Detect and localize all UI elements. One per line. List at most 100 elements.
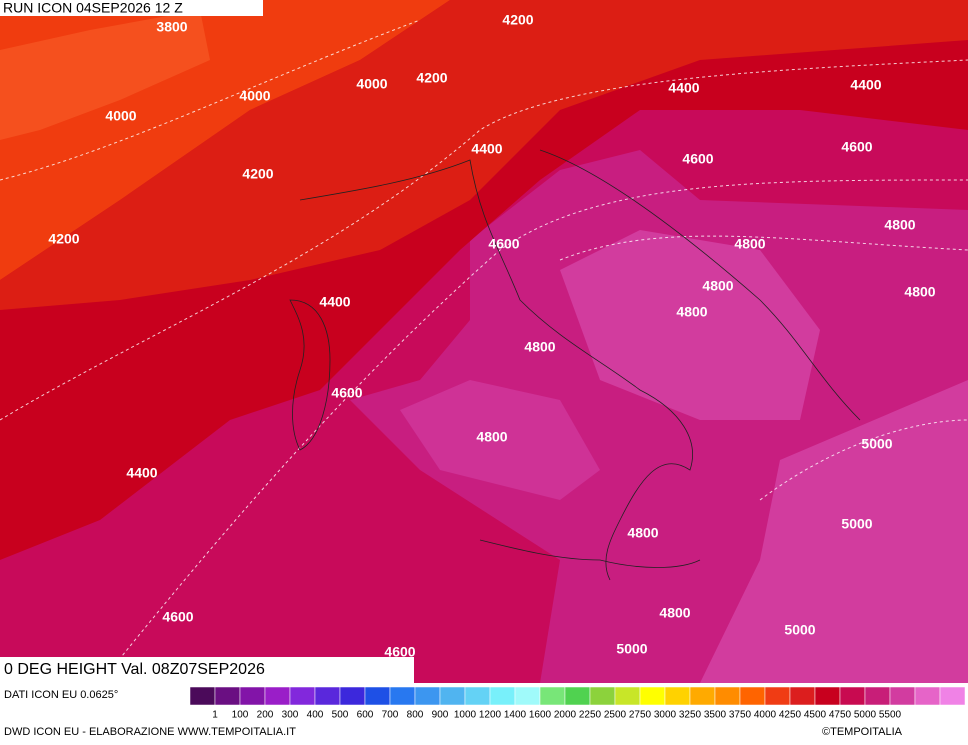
colorbar-label: 1400 (504, 710, 527, 721)
colorbar-label: 2500 (604, 710, 627, 721)
footer-left: DWD ICON EU - ELABORAZIONE WWW.TEMPOITAL… (4, 726, 296, 738)
contour-label: 4600 (682, 151, 713, 167)
contour-label: 4200 (416, 70, 447, 86)
contour-label: 4200 (502, 12, 533, 28)
region-light-magenta (400, 380, 600, 500)
colorbar-label: 2750 (629, 710, 652, 721)
colorbar-swatch (639, 686, 666, 706)
contour-label: 4800 (524, 339, 555, 355)
contour-label: 4800 (904, 284, 935, 300)
valid-label: 0 DEG HEIGHT Val. 08Z07SEP2026 (4, 661, 265, 678)
colorbar-label: 1 (212, 710, 218, 721)
colorbar-swatch (914, 686, 941, 706)
footer-right: ©TEMPOITALIA (822, 726, 903, 738)
colorbar-swatch (814, 686, 841, 706)
colorbar-swatch (514, 686, 541, 706)
colorbar-label: 900 (432, 710, 449, 721)
contour-label: 4400 (471, 141, 502, 157)
contour-label: 4400 (319, 294, 350, 310)
colorbar-label: 3000 (654, 710, 677, 721)
colorbar-label: 4750 (829, 710, 852, 721)
colorbar-label: 2000 (554, 710, 577, 721)
colorbar-swatch (189, 686, 216, 706)
colorbar-swatch (839, 686, 866, 706)
colorbar-swatch (864, 686, 891, 706)
region-light-magenta (700, 380, 968, 683)
contour-lines (0, 19, 968, 684)
colorbar-swatch (939, 686, 966, 706)
colorbar-swatch (289, 686, 316, 706)
colorbar-label: 1000 (454, 710, 477, 721)
colorbar-label: 100 (232, 710, 249, 721)
coastlines (289, 149, 861, 581)
colorbar-label: 1600 (529, 710, 552, 721)
colorbar-swatch (664, 686, 691, 706)
contour-label: 4000 (356, 76, 387, 92)
contour-label: 5000 (616, 641, 647, 657)
contour-label: 4600 (841, 139, 872, 155)
contour-label: 4800 (676, 304, 707, 320)
colorbar-swatch (539, 686, 566, 706)
colorbar-swatch (764, 686, 791, 706)
colorbar-label: 4500 (804, 710, 827, 721)
colorbar-swatch (364, 686, 391, 706)
colorbar-label: 5500 (879, 710, 902, 721)
contour-label: 4000 (239, 88, 270, 104)
region-red (0, 0, 968, 310)
colorbar-label: 700 (382, 710, 399, 721)
contour-label: 4000 (105, 108, 136, 124)
colorbar-swatch (489, 686, 516, 706)
colorbar-label: 300 (282, 710, 299, 721)
colorbar-swatch (239, 686, 266, 706)
colorbar-swatch (689, 686, 716, 706)
contour-label: 3800 (156, 19, 187, 35)
colorbar-swatch (339, 686, 366, 706)
colorbar-swatch (789, 686, 816, 706)
contour-label: 4200 (242, 166, 273, 182)
run-box (0, 0, 263, 16)
contour-label: 4400 (850, 77, 881, 93)
contour-label: 5000 (841, 516, 872, 532)
contour-label: 4800 (884, 217, 915, 233)
contour-label: 4800 (476, 429, 507, 445)
colorbar-swatch (414, 686, 441, 706)
contour-label: 4800 (659, 605, 690, 621)
run-label: RUN ICON 04SEP2026 12 Z (3, 0, 183, 16)
colorbar-label: 600 (357, 710, 374, 721)
colorbar-swatch (889, 686, 916, 706)
contour-label: 4800 (702, 278, 733, 294)
colorbar-label: 200 (257, 710, 274, 721)
contour-label: 4800 (734, 236, 765, 252)
region-light-magenta (560, 230, 820, 420)
colorbar-label: 3500 (704, 710, 727, 721)
colorbar-swatch (389, 686, 416, 706)
colorbar-label: 5000 (854, 710, 877, 721)
colorbar-swatch (264, 686, 291, 706)
contour-label: 5000 (861, 436, 892, 452)
colorbar-label: 4000 (754, 710, 777, 721)
colorbar-label: 3750 (729, 710, 752, 721)
colorbar-swatch (739, 686, 766, 706)
colorbar-swatch (214, 686, 241, 706)
valid-box (0, 657, 414, 683)
contour-label: 4200 (48, 231, 79, 247)
contour-label: 4400 (126, 465, 157, 481)
contour-label: 4800 (627, 525, 658, 541)
colorbar-swatch (614, 686, 641, 706)
contour-label: 4600 (488, 236, 519, 252)
source-label: DATI ICON EU 0.0625° (4, 689, 118, 701)
contour-label: 4600 (162, 609, 193, 625)
colorbar-label: 2250 (579, 710, 602, 721)
colorbar-swatch (314, 686, 341, 706)
colorbar-label: 500 (332, 710, 349, 721)
contour-label: 4600 (384, 644, 415, 660)
contour-label: 4400 (668, 80, 699, 96)
colorbar-swatch (464, 686, 491, 706)
colorbar-swatch (564, 686, 591, 706)
colorbar-label: 4250 (779, 710, 802, 721)
contour-label: 4600 (331, 385, 362, 401)
colorbar-label: 400 (307, 710, 324, 721)
colorbar-swatch (439, 686, 466, 706)
colorbar-label: 1200 (479, 710, 502, 721)
